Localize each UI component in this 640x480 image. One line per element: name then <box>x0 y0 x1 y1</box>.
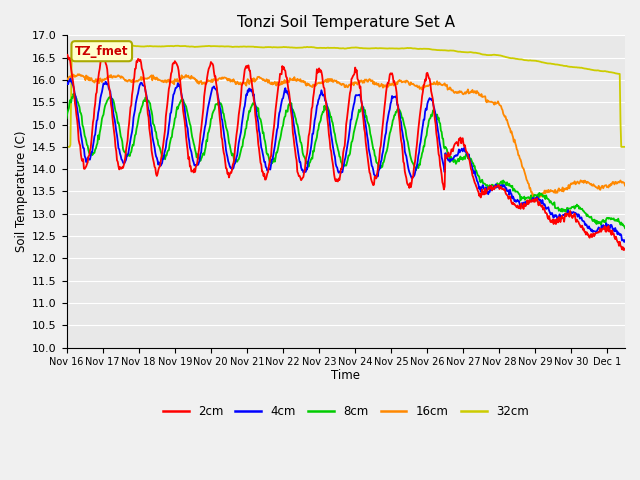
Title: Tonzi Soil Temperature Set A: Tonzi Soil Temperature Set A <box>237 15 455 30</box>
Y-axis label: Soil Temperature (C): Soil Temperature (C) <box>15 131 28 252</box>
X-axis label: Time: Time <box>332 369 360 382</box>
Legend: 2cm, 4cm, 8cm, 16cm, 32cm: 2cm, 4cm, 8cm, 16cm, 32cm <box>158 400 534 423</box>
Text: TZ_fmet: TZ_fmet <box>75 45 129 58</box>
